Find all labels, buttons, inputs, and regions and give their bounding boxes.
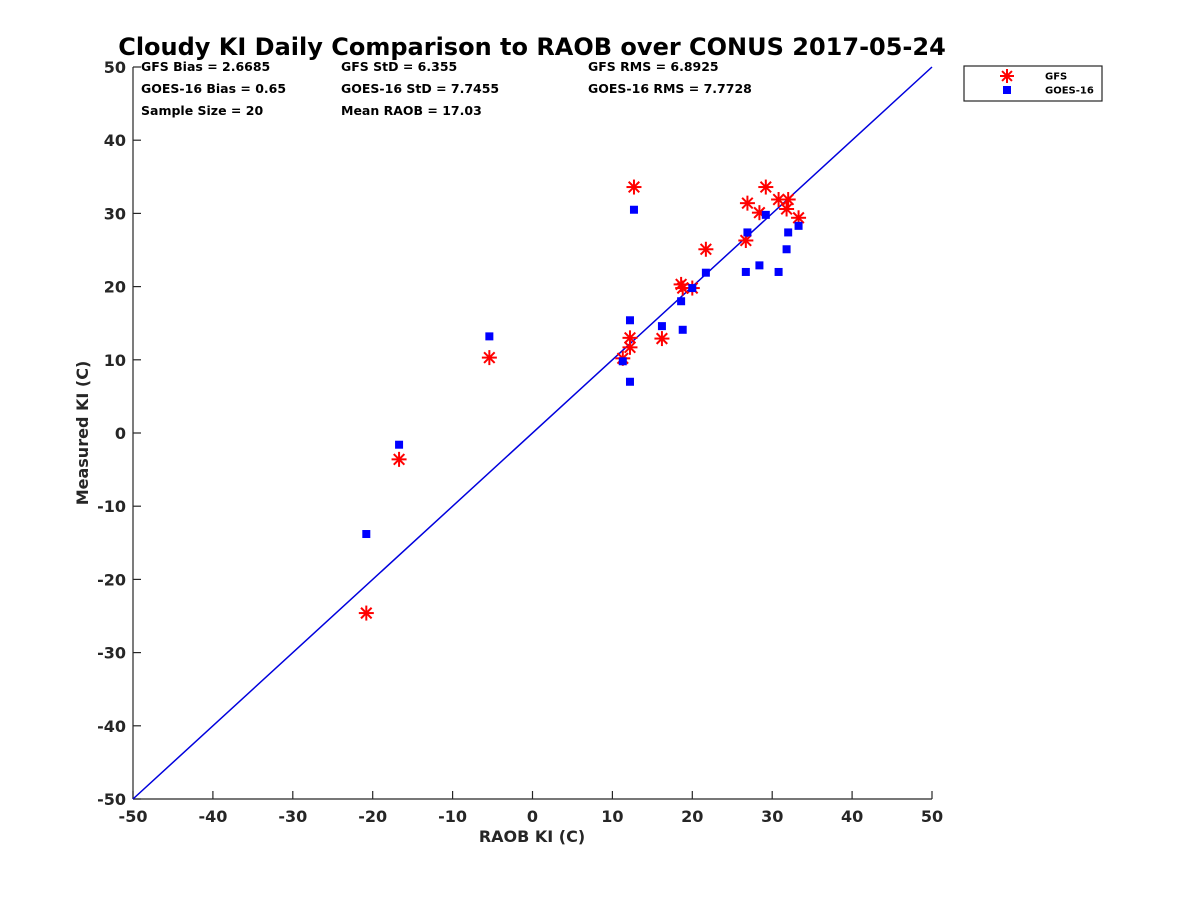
series-goes-16	[362, 205, 803, 539]
gfs-point	[358, 605, 374, 621]
stat-text: GOES-16 Bias = 0.65	[141, 81, 286, 96]
legend-marker-goes-16	[1003, 86, 1011, 94]
axes: -50 -40 -30 -20 -10 0 10 20 30 40 50 50 40 30 20 10 0 -10…	[97, 58, 943, 826]
y-tick-label: 50	[104, 58, 126, 77]
y-tick-label: -20	[97, 570, 126, 589]
x-tick-label: 0	[527, 807, 538, 826]
goes-16-point	[629, 205, 638, 214]
legend-marker-gfs	[1000, 69, 1014, 83]
goes-16-point	[485, 332, 494, 341]
gfs-point	[771, 191, 787, 207]
x-tick-label: -40	[198, 807, 227, 826]
goes-16-point	[657, 322, 666, 331]
gfs-point	[779, 201, 795, 217]
goes-16-point	[755, 261, 764, 270]
stat-text: GFS Bias = 2.6685	[141, 59, 270, 74]
stats-annotations: GFS Bias = 2.6685 GFS StD = 6.355 GFS RMS …	[141, 59, 752, 118]
data-series-group	[358, 179, 807, 621]
stat-text: GOES-16 RMS = 7.7728	[588, 81, 752, 96]
goes-16-point	[688, 284, 697, 293]
chart-title: Cloudy KI Daily Comparison to RAOB over …	[118, 33, 946, 61]
reference-line-group	[132, 66, 933, 800]
one-to-one-line	[132, 66, 933, 800]
goes-16-point	[743, 228, 752, 237]
legend-label-goes-16: GOES-16	[1045, 86, 1094, 97]
x-axis-label: RAOB KI (C)	[479, 827, 585, 846]
x-tick-label: 30	[761, 807, 783, 826]
goes-16-point	[678, 325, 687, 334]
x-tick-label: -10	[438, 807, 467, 826]
goes-16-point	[677, 297, 686, 306]
x-tick-label: -30	[278, 807, 307, 826]
legend-label-gfs: GFS	[1045, 72, 1067, 83]
goes-16-point	[794, 221, 803, 230]
gfs-point	[758, 179, 774, 195]
goes-16-point	[625, 316, 634, 325]
legend: GFS GOES-16	[963, 65, 1103, 102]
y-tick-label: 30	[104, 204, 126, 223]
gfs-point	[739, 195, 755, 211]
gfs-point	[622, 339, 638, 355]
goes-16-point	[784, 228, 793, 237]
x-tick-label: 20	[681, 807, 703, 826]
y-tick-label: 20	[104, 278, 126, 297]
gfs-point	[626, 179, 642, 195]
x-tick-label: -20	[358, 807, 387, 826]
goes-16-point	[362, 530, 371, 539]
x-tick-label: 40	[841, 807, 863, 826]
y-tick-label: -50	[97, 790, 126, 809]
y-tick-label: 0	[115, 424, 126, 443]
gfs-point	[622, 330, 638, 346]
goes-16-point	[625, 377, 634, 386]
goes-16-point	[741, 267, 750, 276]
y-axis-label: Measured KI (C)	[73, 361, 92, 506]
y-tick-label: 40	[104, 131, 126, 150]
goes-16-point	[395, 440, 404, 449]
y-tick-label: -10	[97, 497, 126, 516]
goes-16-point	[618, 357, 627, 366]
stat-text: Mean RAOB = 17.03	[341, 103, 482, 118]
legend-box	[963, 65, 1103, 102]
stat-text: GOES-16 StD = 7.7455	[341, 81, 499, 96]
goes-16-point	[782, 245, 791, 254]
series-gfs	[358, 179, 807, 621]
stat-text: GFS RMS = 6.8925	[588, 59, 719, 74]
gfs-point	[391, 451, 407, 467]
gfs-point	[481, 350, 497, 366]
goes-16-point	[761, 210, 770, 219]
gfs-point	[780, 191, 796, 207]
stat-text: GFS StD = 6.355	[341, 59, 457, 74]
goes-16-point	[774, 267, 783, 276]
y-tick-label: -30	[97, 644, 126, 663]
x-tick-label: -50	[119, 807, 148, 826]
y-tick-label: -40	[97, 717, 126, 736]
gfs-point	[654, 331, 670, 347]
x-tick-label: 50	[921, 807, 943, 826]
x-tick-label: 10	[601, 807, 623, 826]
y-tick-label: 10	[104, 351, 126, 370]
gfs-point	[698, 241, 714, 257]
goes-16-point	[701, 268, 710, 277]
stat-text: Sample Size = 20	[141, 103, 263, 118]
